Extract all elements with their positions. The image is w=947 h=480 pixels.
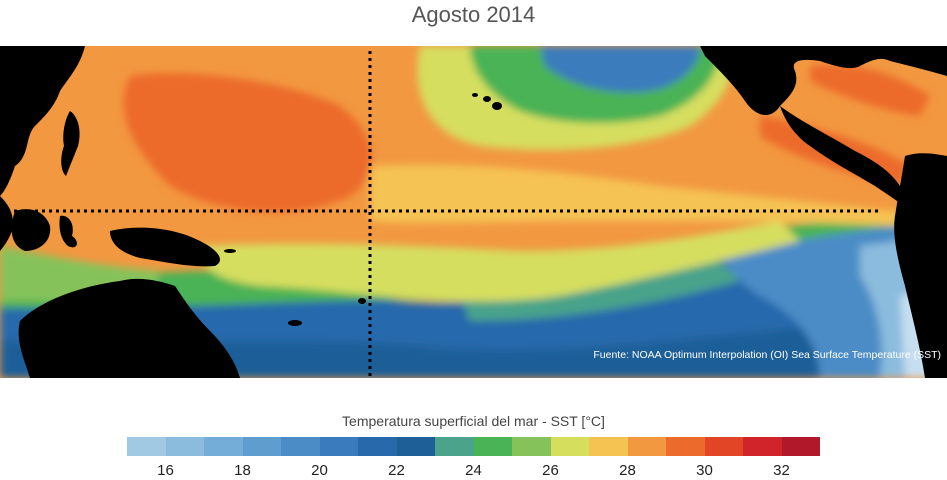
colorbar-segment xyxy=(165,437,204,456)
colorbar-segment xyxy=(319,437,358,456)
land-central-america xyxy=(780,106,925,216)
colorbar-title: Temperatura superficial del mar - SST [°… xyxy=(342,413,605,429)
colorbar-segment xyxy=(512,437,551,456)
colorbar-segment xyxy=(473,437,512,456)
land-north-america xyxy=(700,46,947,116)
land-solomon xyxy=(224,249,236,253)
colorbar-tick-label: 26 xyxy=(542,462,559,479)
colorbar-segment xyxy=(627,437,666,456)
land-new-caledonia xyxy=(288,320,302,326)
colorbar-segment xyxy=(396,437,435,456)
land-fiji xyxy=(358,298,366,304)
colorbar-segment xyxy=(743,437,782,456)
colorbar-tick-label: 24 xyxy=(465,462,482,479)
sst-yellow-central xyxy=(370,164,900,226)
colorbar-segment xyxy=(589,437,628,456)
land-australia xyxy=(18,278,241,378)
colorbar-tick-label: 32 xyxy=(773,462,790,479)
land-asia xyxy=(0,46,85,196)
land-borneo xyxy=(11,209,51,251)
land-new-guinea xyxy=(110,227,220,267)
sst-caribbean-warm xyxy=(810,65,930,116)
land-south-america xyxy=(894,153,947,378)
colorbar-segment xyxy=(358,437,397,456)
land xyxy=(0,46,947,378)
land-hawaii-3 xyxy=(492,102,502,110)
sst-field xyxy=(0,46,947,378)
colorbar-segment xyxy=(550,437,589,456)
colorbar-segment xyxy=(781,437,820,456)
sst-north-blue xyxy=(540,46,700,93)
colorbar-segment xyxy=(242,437,281,456)
colorbar-tick-label: 28 xyxy=(619,462,636,479)
colorbar-segment xyxy=(666,437,705,456)
land-hawaii-1 xyxy=(472,93,478,97)
colorbar-segment xyxy=(127,437,166,456)
colorbar-tick-label: 16 xyxy=(157,462,174,479)
colorbar-tick-label: 18 xyxy=(234,462,251,479)
colorbar-segment xyxy=(435,437,474,456)
colorbar-segment xyxy=(704,437,743,456)
sst-yellow-south xyxy=(200,221,800,302)
sst-map xyxy=(0,46,947,378)
colorbar xyxy=(127,437,820,456)
colorbar-tick-label: 30 xyxy=(696,462,713,479)
sst-warm-pool xyxy=(123,73,372,213)
colorbar-segment xyxy=(204,437,243,456)
land-philippines xyxy=(61,111,80,176)
sst-south-deep xyxy=(0,311,947,378)
sst-green-band xyxy=(0,211,947,309)
colorbar-tick-label: 22 xyxy=(388,462,405,479)
colorbar-tick-label: 20 xyxy=(311,462,328,479)
map-title: Agosto 2014 xyxy=(411,2,536,27)
source-credit: Fuente: NOAA Optimum Interpolation (OI) … xyxy=(593,349,941,361)
land-sulawesi xyxy=(59,215,77,248)
colorbar-segment xyxy=(281,437,320,456)
sst-teal-south xyxy=(460,261,740,321)
land-hawaii-2 xyxy=(483,96,491,102)
